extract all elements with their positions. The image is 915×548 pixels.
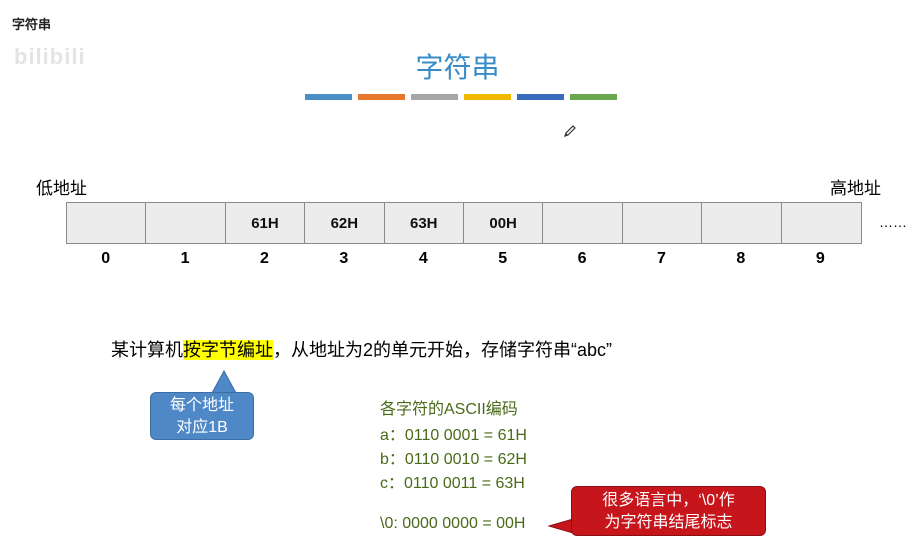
sentence-part: ，从地址为2的单元开始，存储字符串“abc” — [273, 340, 613, 360]
title-color-bar — [305, 94, 617, 100]
memory-cell — [622, 203, 703, 243]
address-label: 9 — [815, 250, 825, 267]
blue-callout-pointer — [211, 370, 237, 394]
sentence-part: 某计算机 — [111, 340, 183, 360]
memory-cell — [67, 203, 147, 243]
callout-line: 为字符串结尾标志 — [604, 514, 733, 531]
memory-cell — [543, 203, 623, 243]
low-address-label: 低地址 — [36, 179, 87, 198]
ascii-code-block: 各字符的ASCII编码 a：0110 0001 = 61H b：0110 001… — [380, 398, 527, 496]
slide-title: 字符串 — [415, 52, 500, 83]
red-callout: 很多语言中，‘\0’作 为字符串结尾标志 — [571, 486, 766, 536]
ascii-row: a：0110 0001 = 61H — [380, 427, 527, 444]
ascii-null-row: \0: 0000 0000 = 00H — [380, 515, 526, 532]
color-bar-segment — [411, 94, 458, 100]
memory-cell — [781, 203, 861, 243]
address-label: 8 — [736, 250, 746, 267]
color-bar-segment — [464, 94, 511, 100]
color-bar-segment — [517, 94, 564, 100]
color-bar-segment — [305, 94, 352, 100]
continuation-ellipsis: …… — [879, 214, 907, 230]
address-label: 3 — [339, 250, 349, 267]
address-label: 2 — [260, 250, 269, 267]
address-label: 4 — [418, 250, 428, 267]
address-label: 5 — [498, 250, 508, 267]
bilibili-watermark-logo: bilibili — [14, 44, 86, 69]
callout-line: 对应1B — [176, 419, 228, 436]
pencil-icon — [564, 125, 576, 137]
address-label: 1 — [180, 250, 190, 267]
memory-cell: 63H — [384, 203, 464, 243]
description-sentence: 某计算机按字节编址，从地址为2的单元开始，存储字符串“abc” — [111, 336, 612, 362]
high-address-label: 高地址 — [830, 179, 881, 198]
color-bar-segment — [570, 94, 617, 100]
address-label: 7 — [657, 250, 666, 267]
memory-cell — [146, 203, 226, 243]
address-label: 6 — [577, 250, 587, 267]
memory-cell — [702, 203, 782, 243]
memory-cell: 61H — [225, 203, 306, 243]
address-label: 0 — [101, 250, 111, 267]
blue-callout: 每个地址 对应1B — [150, 392, 254, 440]
highlighted-phrase: 按字节编址 — [183, 340, 273, 360]
color-bar-segment — [358, 94, 405, 100]
memory-cell: 00H — [463, 203, 544, 243]
callout-line: 很多语言中，‘\0’作 — [602, 492, 735, 509]
ascii-row: c：0110 0011 = 63H — [380, 475, 525, 492]
header-label: 字符串 — [12, 17, 52, 32]
memory-cell: 62H — [305, 203, 385, 243]
memory-cells-row: 61H 62H 63H 00H — [66, 202, 862, 244]
callout-line: 每个地址 — [169, 397, 234, 414]
ascii-title: 各字符的ASCII编码 — [380, 401, 518, 418]
ascii-row: b：0110 0010 = 62H — [380, 451, 527, 468]
